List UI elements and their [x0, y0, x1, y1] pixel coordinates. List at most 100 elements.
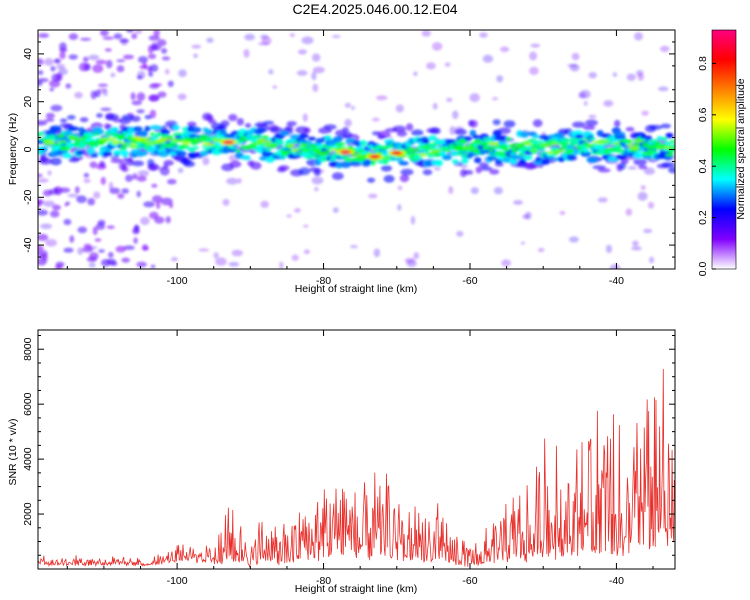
- snr-y-tick-label-0: 2000: [22, 502, 34, 526]
- spectrogram-cell-68: [45, 112, 55, 119]
- spectrogram-cell-157: [121, 166, 129, 173]
- spectrogram-cell-159: [125, 174, 133, 182]
- spectrogram-cell-1259: [558, 157, 565, 162]
- spectrogram-cell-115: [569, 236, 579, 243]
- spectrogram-cell-806: [192, 146, 200, 150]
- spectrogram-cell-805: [190, 126, 202, 133]
- spectrogram-cell-342: [569, 64, 580, 72]
- spectrogram-cell-595: [633, 158, 647, 166]
- spectrogram-cell-581: [597, 168, 611, 173]
- spectrogram-cell-55: [350, 245, 358, 249]
- spectrogram-y-tick-label-1: -20: [22, 190, 34, 205]
- spectrogram-cell-34: [231, 249, 243, 257]
- spectrogram-cell-312: [38, 33, 50, 38]
- spectrogram-cell-1281: [575, 134, 584, 139]
- spectrogram-cell-264: [40, 223, 53, 230]
- spectrogram-cell-220: [74, 186, 80, 194]
- spectrogram-cell-495: [377, 130, 391, 139]
- spectrogram-cell-1107: [435, 159, 444, 167]
- spectrogram-cell-1471: [482, 146, 496, 150]
- spectrogram-cell-70: [588, 114, 597, 119]
- spectrogram-cell-530: [469, 120, 478, 128]
- spectrogram-cell-1322: [608, 141, 615, 145]
- spectrogram-cell-1143: [464, 136, 473, 142]
- spectrogram-cell-205: [286, 214, 292, 218]
- spectrogram-cell-1: [151, 195, 163, 203]
- spectrogram-cell-1434: [258, 140, 272, 144]
- spectrogram-cell-1411: [129, 143, 137, 147]
- spectrogram-cell-496: [380, 165, 393, 172]
- spectrogram-cell-1121: [444, 139, 456, 144]
- spectrogram-cell-116: [520, 241, 525, 245]
- spectrogram-cell-330: [588, 72, 597, 79]
- spectrogram-cell-774: [167, 135, 174, 139]
- spectrogram-cell-1478: [524, 142, 533, 146]
- spectrogram-cell-685: [93, 129, 105, 135]
- spectrogram-cell-72: [344, 118, 352, 127]
- spectrogram-cell-450: [263, 120, 275, 125]
- spectrogram-cell-248: [279, 261, 284, 269]
- spectrogram-cell-81: [135, 30, 142, 35]
- spectrogram-cell-27: [49, 210, 60, 218]
- spectrogram-cell-1401: [44, 140, 56, 144]
- spectrogram-cell-991: [340, 161, 352, 169]
- spectrogram-cell-143: [303, 249, 310, 255]
- spectrogram-cell-294: [132, 227, 140, 235]
- spectrogram-cell-363: [39, 157, 53, 165]
- spectrogram-cell-1063: [398, 161, 409, 166]
- spectrogram-cell-122: [137, 170, 150, 177]
- spectrogram-cell-1405: [81, 135, 89, 139]
- spectrogram-cell-1423: [184, 137, 197, 141]
- spectrogram-cell-325: [116, 65, 125, 73]
- spectrogram-cell-571: [572, 121, 586, 128]
- spectrogram-cell-172: [296, 70, 308, 76]
- spectrogram-cell-265: [640, 185, 646, 191]
- colorbar-ticks: 0.0 0.2 0.4 0.6 0.8: [697, 56, 716, 276]
- spectrogram-cell-1266: [562, 138, 570, 143]
- spectrogram-cell-114: [38, 257, 47, 266]
- spectrogram-cell-781: [173, 125, 180, 131]
- spectrogram-cell-1211: [519, 158, 527, 165]
- spectrogram-cell-606: [661, 162, 675, 168]
- spectrogram-cell-311: [100, 259, 111, 267]
- spectrogram-cell-94: [177, 93, 187, 101]
- spectrogram-cell-1467: [462, 145, 472, 149]
- spectrogram-cell-310: [100, 107, 112, 112]
- spectrogram-cell-230: [597, 197, 608, 203]
- spectrogram-cell-217: [88, 262, 96, 268]
- spectrogram-cell-1418: [157, 138, 171, 142]
- spectrogram-cell-225: [156, 201, 161, 210]
- spectrogram-cell-200: [77, 247, 84, 255]
- spectrogram-cell-1149: [469, 129, 477, 137]
- spectrogram-cell-280: [626, 73, 636, 81]
- spectrogram-cell-453: [269, 126, 283, 134]
- spectrogram-cell-112: [222, 198, 230, 206]
- spectrogram-cell-135: [291, 254, 299, 261]
- spectrogram-cell-1512: [392, 151, 401, 155]
- spectrogram-cell-1091: [422, 139, 430, 145]
- spectrogram-cell-1470: [479, 142, 491, 146]
- spectrogram-cell-258: [123, 54, 134, 60]
- spectrogram-cell-341: [410, 215, 416, 225]
- spectrogram-cell-373: [67, 115, 76, 120]
- spectrogram-cell-1173: [487, 155, 498, 161]
- spectrogram-cell-1468: [468, 147, 475, 151]
- spectrogram-cell-1472: [487, 141, 499, 146]
- spectrogram-cell-28: [98, 249, 105, 253]
- spectrogram-cell-1394: [665, 153, 674, 157]
- spectrogram-cell-1431: [246, 145, 258, 149]
- spectrogram-cell-309: [579, 89, 591, 99]
- spectrogram-cell-617: [40, 147, 48, 152]
- spectrogram-cell-1506: [341, 150, 350, 154]
- spectrogram-cell-344: [68, 54, 78, 60]
- spectrogram-cell-503: [399, 174, 410, 183]
- spectrogram-panel: -100 -80 -60 -40 -40 -20 0 20 40 Height of stra…: [7, 29, 676, 295]
- spectrogram-cell-11: [63, 218, 72, 226]
- spectrogram-cell-84: [50, 104, 63, 112]
- spectrogram-cell-1414: [141, 137, 152, 141]
- spectrogram-cell-1127: [451, 159, 459, 164]
- spectrogram-cell-399: [131, 160, 145, 167]
- spectrogram-cell-208: [142, 61, 147, 69]
- spectrogram-cell-21: [470, 187, 479, 195]
- spectrogram-cell-47: [432, 103, 438, 110]
